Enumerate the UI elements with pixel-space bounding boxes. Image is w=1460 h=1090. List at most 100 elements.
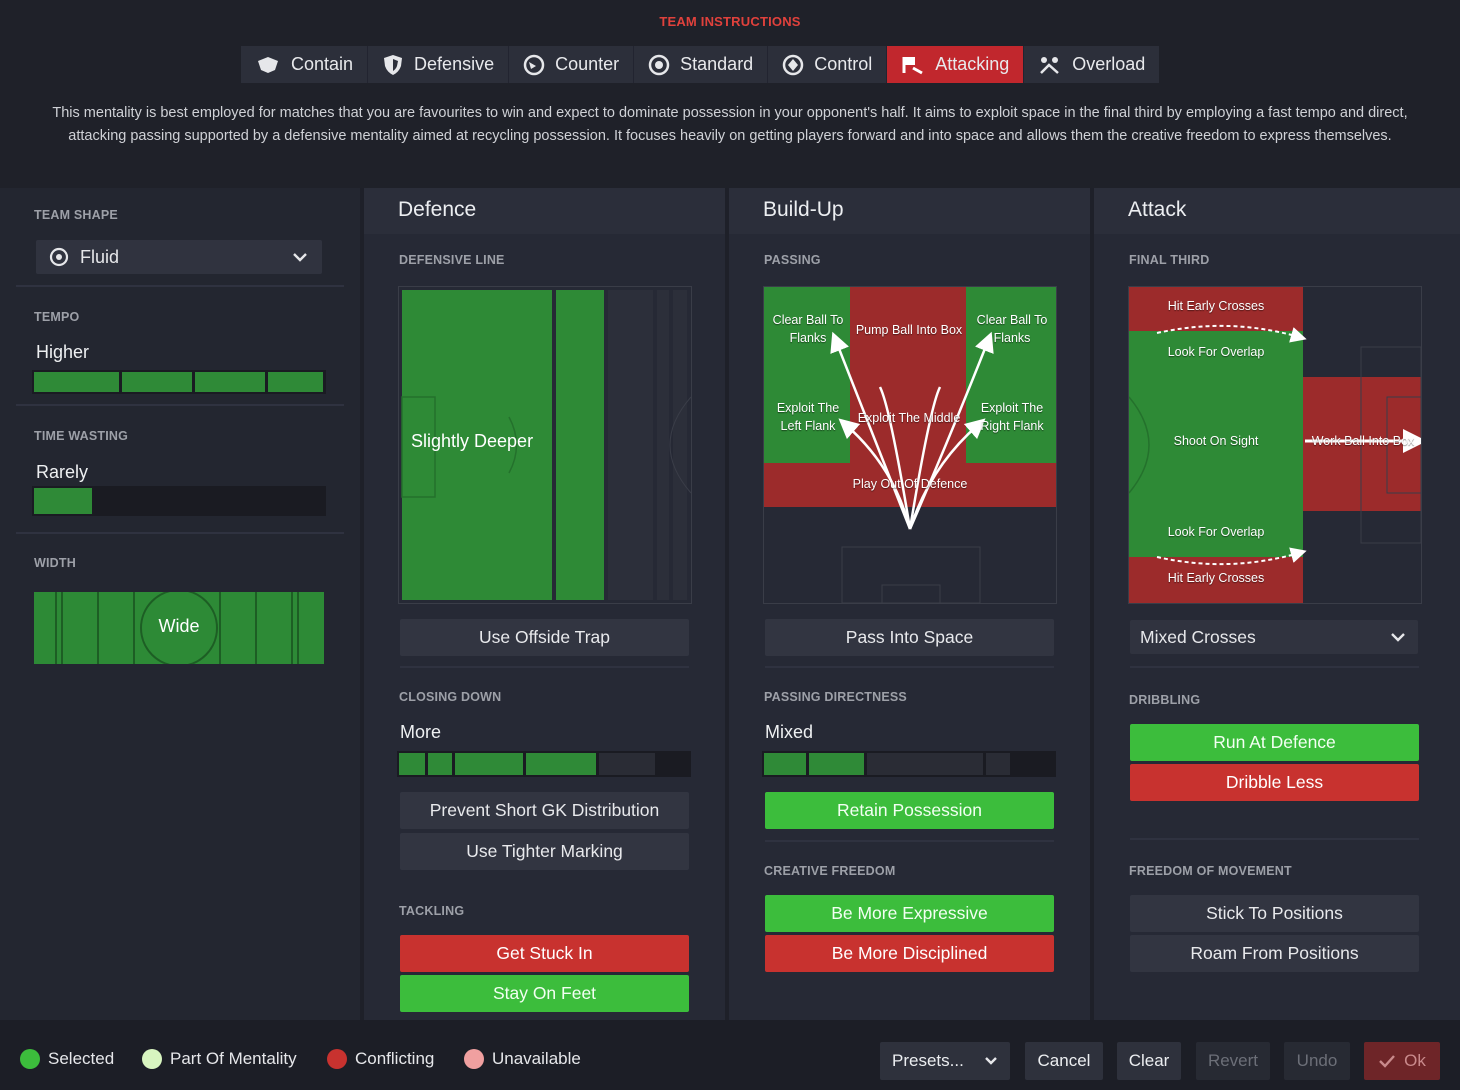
team-shape-dropdown[interactable]: Fluid bbox=[36, 240, 322, 274]
tab-control[interactable]: Control bbox=[768, 46, 888, 83]
tab-label: Counter bbox=[555, 54, 620, 74]
use-tighter-marking-button[interactable]: Use Tighter Marking bbox=[400, 833, 689, 870]
legend-mentality: Part Of Mentality bbox=[142, 1049, 297, 1069]
final-third-pitch[interactable]: Hit Early Crosses Look For Overlap Shoot… bbox=[1128, 286, 1422, 604]
width-pitch[interactable]: Wide bbox=[34, 589, 324, 667]
attacking-icon bbox=[902, 56, 923, 74]
closing-down-segment bbox=[526, 753, 596, 775]
tempo-segment bbox=[122, 372, 192, 392]
clear-button[interactable]: Clear bbox=[1117, 1042, 1181, 1080]
crosses-value: Mixed Crosses bbox=[1140, 626, 1256, 647]
fluid-icon bbox=[49, 247, 69, 267]
prevent-short-gk-button[interactable]: Prevent Short GK Distribution bbox=[400, 792, 689, 829]
directness-segment bbox=[867, 753, 983, 775]
buildup-panel: Build-Up PASSING Clear Ball To Flanks P bbox=[729, 188, 1090, 1020]
crosses-dropdown[interactable]: Mixed Crosses bbox=[1130, 620, 1418, 654]
clear-ball-left-zone[interactable]: Clear Ball To Flanks bbox=[772, 313, 844, 345]
defensive-line-pitch[interactable]: Slightly Deeper bbox=[398, 286, 692, 604]
dribble-less-button[interactable]: Dribble Less bbox=[1130, 764, 1419, 801]
be-more-expressive-button[interactable]: Be More Expressive bbox=[765, 895, 1054, 932]
tab-defensive[interactable]: Defensive bbox=[368, 46, 510, 83]
ok-button[interactable]: Ok bbox=[1364, 1042, 1440, 1080]
clear-ball-right-zone[interactable]: Clear Ball To Flanks bbox=[976, 313, 1048, 345]
closing-down-segment bbox=[399, 753, 425, 775]
cancel-button[interactable]: Cancel bbox=[1025, 1042, 1103, 1080]
use-offside-trap-button[interactable]: Use Offside Trap bbox=[400, 619, 689, 656]
look-for-overlap-top-zone[interactable]: Look For Overlap bbox=[1167, 345, 1265, 359]
exploit-left-flank-zone[interactable]: Exploit The Left Flank bbox=[776, 401, 840, 433]
tab-label: Control bbox=[814, 54, 873, 74]
exploit-middle-zone[interactable]: Exploit The Middle bbox=[857, 411, 961, 425]
directness-segment bbox=[809, 753, 864, 775]
closing-down-bar[interactable] bbox=[397, 751, 691, 777]
tab-overload[interactable]: Overload bbox=[1024, 46, 1159, 83]
width-value: Wide bbox=[158, 616, 200, 636]
retain-possession-button[interactable]: Retain Possession bbox=[765, 792, 1054, 829]
passing-directness-bar[interactable] bbox=[762, 751, 1056, 777]
conflicting-dot-icon bbox=[327, 1049, 347, 1069]
check-icon bbox=[1379, 1055, 1396, 1068]
closing-down-segment bbox=[455, 753, 523, 775]
tab-contain[interactable]: Contain bbox=[241, 46, 369, 83]
hit-early-crosses-top-zone[interactable]: Hit Early Crosses bbox=[1167, 299, 1265, 313]
mentality-tabs: Contain Defensive Counter Standard Contr… bbox=[241, 46, 1160, 83]
time-wasting-value: Rarely bbox=[36, 462, 89, 482]
passing-pitch[interactable]: Clear Ball To Flanks Pump Ball Into Box … bbox=[763, 286, 1057, 604]
tempo-value: Higher bbox=[36, 342, 90, 362]
creative-freedom-label: CREATIVE FREEDOM bbox=[764, 864, 896, 878]
shoot-on-sight-zone[interactable]: Shoot On Sight bbox=[1173, 434, 1259, 448]
stay-on-feet-button[interactable]: Stay On Feet bbox=[400, 975, 689, 1012]
pass-into-space-button[interactable]: Pass Into Space bbox=[765, 619, 1054, 656]
exploit-right-flank-zone[interactable]: Exploit The Right Flank bbox=[980, 401, 1044, 433]
play-out-of-defence-zone[interactable]: Play Out Of Defence bbox=[852, 477, 968, 491]
legend-label: Part Of Mentality bbox=[170, 1049, 297, 1068]
counter-icon bbox=[523, 54, 545, 75]
legend-unavailable: Unavailable bbox=[464, 1049, 581, 1069]
tab-counter[interactable]: Counter bbox=[509, 46, 635, 83]
defence-panel: Defence DEFENSIVE LINE Slightly Deeper U… bbox=[364, 188, 725, 1020]
legend-label: Conflicting bbox=[355, 1049, 435, 1068]
look-for-overlap-bottom-zone[interactable]: Look For Overlap bbox=[1167, 525, 1265, 539]
tab-standard[interactable]: Standard bbox=[634, 46, 769, 83]
control-icon bbox=[782, 54, 804, 75]
stick-to-positions-button[interactable]: Stick To Positions bbox=[1130, 895, 1419, 932]
run-at-defence-button[interactable]: Run At Defence bbox=[1130, 724, 1419, 761]
passing-label: PASSING bbox=[764, 253, 821, 267]
page-title: TEAM INSTRUCTIONS bbox=[659, 14, 801, 29]
tab-label: Standard bbox=[680, 54, 754, 74]
passing-directness-value: Mixed bbox=[765, 722, 814, 742]
defensive-line-value: Slightly Deeper bbox=[411, 431, 534, 451]
shield-icon bbox=[384, 54, 403, 75]
roam-from-positions-button[interactable]: Roam From Positions bbox=[1130, 935, 1419, 972]
chevron-down-icon bbox=[293, 253, 307, 262]
revert-button[interactable]: Revert bbox=[1196, 1042, 1270, 1080]
dribbling-label: DRIBBLING bbox=[1129, 693, 1201, 707]
legend-selected: Selected bbox=[20, 1049, 114, 1069]
contain-icon bbox=[258, 56, 278, 73]
chevron-down-icon bbox=[1391, 633, 1405, 642]
pump-ball-zone[interactable]: Pump Ball Into Box bbox=[855, 323, 963, 337]
be-more-disciplined-button[interactable]: Be More Disciplined bbox=[765, 935, 1054, 972]
attack-panel: Attack FINAL THIRD Hit Early Crosses Loo… bbox=[1094, 188, 1460, 1020]
time-wasting-label: TIME WASTING bbox=[34, 429, 129, 443]
hit-early-crosses-bottom-zone[interactable]: Hit Early Crosses bbox=[1167, 571, 1265, 585]
legend-conflicting: Conflicting bbox=[327, 1049, 434, 1069]
tab-attacking[interactable]: Attacking bbox=[887, 46, 1025, 83]
closing-down-segment bbox=[599, 753, 655, 775]
buildup-title: Build-Up bbox=[729, 188, 1090, 234]
ok-label: Ok bbox=[1404, 1051, 1426, 1070]
time-wasting-bar[interactable] bbox=[32, 486, 326, 516]
attack-title: Attack bbox=[1094, 188, 1460, 234]
tab-label: Contain bbox=[291, 54, 354, 74]
tempo-bar[interactable] bbox=[32, 370, 326, 394]
final-third-label: FINAL THIRD bbox=[1129, 253, 1210, 267]
work-ball-into-box-zone[interactable]: Work Ball Into Box bbox=[1311, 434, 1415, 448]
get-stuck-in-button[interactable]: Get Stuck In bbox=[400, 935, 689, 972]
freedom-of-movement-label: FREEDOM OF MOVEMENT bbox=[1129, 864, 1292, 878]
presets-button[interactable]: Presets... bbox=[880, 1042, 1010, 1080]
team-shape-value: Fluid bbox=[80, 246, 120, 267]
tackling-label: TACKLING bbox=[399, 904, 465, 918]
undo-button[interactable]: Undo bbox=[1284, 1042, 1350, 1080]
tab-label: Defensive bbox=[414, 54, 495, 74]
presets-label: Presets... bbox=[892, 1051, 964, 1070]
